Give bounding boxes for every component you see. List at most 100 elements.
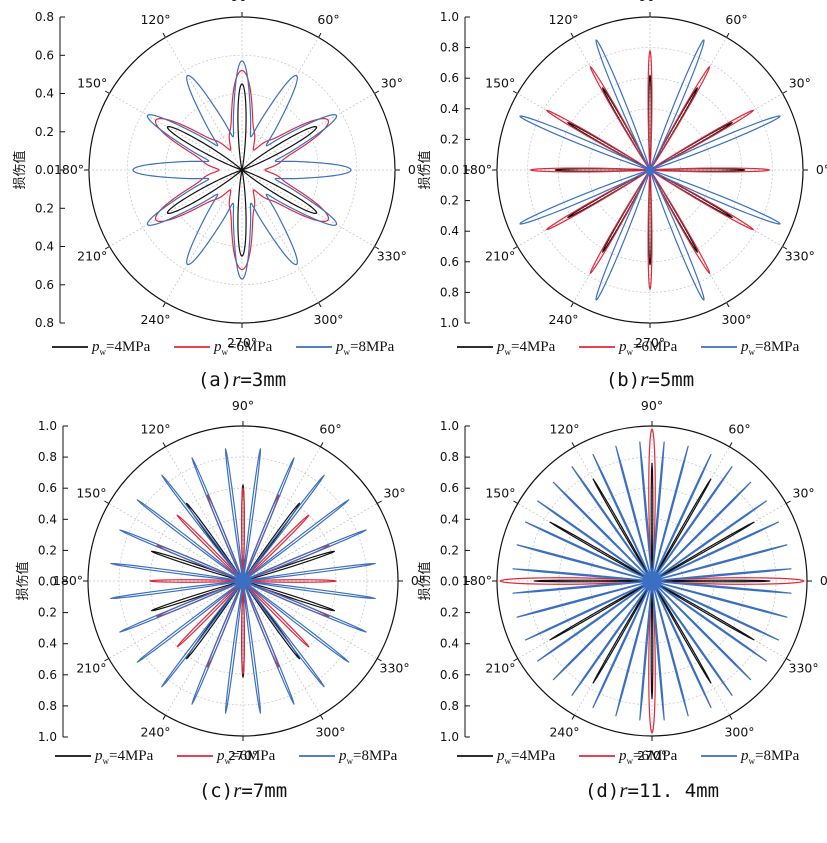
angle-tick-mark xyxy=(785,500,791,504)
grid-spoke xyxy=(109,169,243,247)
angle-tick-label: 180° xyxy=(462,162,492,177)
angle-tick-label: 180° xyxy=(54,162,84,177)
radial-axis-title: 损伤值 xyxy=(12,150,28,189)
angle-tick-mark xyxy=(320,442,324,448)
radial-tick-label: 0.6 xyxy=(35,278,54,292)
grid-spoke xyxy=(108,503,244,582)
angle-tick-label: 210° xyxy=(485,249,515,264)
angle-tick-label: 270° xyxy=(637,748,667,763)
radial-tick-label: 0.0 xyxy=(440,575,459,589)
angle-tick-label: 60° xyxy=(319,421,341,436)
radial-tick-label: 0.4 xyxy=(440,224,459,238)
radial-tick-label: 0.4 xyxy=(440,637,459,651)
radial-tick-label: 1.0 xyxy=(440,419,459,433)
radial-tick-label: 0.8 xyxy=(35,316,54,330)
radial-tick-label: 0.6 xyxy=(38,668,57,682)
radial-tick-label: 1.0 xyxy=(440,10,459,24)
grid-circle xyxy=(619,138,682,201)
grid-spoke xyxy=(517,93,651,171)
angle-tick-mark xyxy=(726,302,730,308)
radial-tick-label: 0.6 xyxy=(38,481,57,495)
polar-panel-1: 0° 30° 60° 90° 120° 150° 180° 210° 240° 270° 300° 3… xyxy=(12,0,422,391)
angle-tick-label: 270° xyxy=(228,748,258,763)
radial-tick-label: 0.6 xyxy=(440,481,459,495)
angle-tick-label: 240° xyxy=(548,312,578,327)
polar-panel-2: 0° 30° 60° 90° 120° 150° 180° 210° 240° 270° 300° 3… xyxy=(417,0,827,391)
legend-label-1: pw=4MPa xyxy=(496,339,556,357)
angle-tick-mark xyxy=(320,714,324,720)
angle-tick-label: 150° xyxy=(485,76,515,91)
angle-tick-label: 120° xyxy=(140,421,170,436)
angle-tick-mark xyxy=(104,658,110,662)
angle-tick-label: 30° xyxy=(381,76,403,91)
angle-tick-label: 0° xyxy=(820,573,827,588)
grid-spoke xyxy=(242,580,378,659)
angle-tick-mark xyxy=(104,500,110,504)
radial-tick-label: 0.8 xyxy=(440,285,459,299)
radial-tick-label: 0.0 xyxy=(440,163,459,177)
angle-tick-mark xyxy=(376,658,382,662)
radial-tick-label: 0.2 xyxy=(35,201,54,215)
series-line-1 xyxy=(554,74,746,266)
angle-tick-label: 240° xyxy=(549,725,579,740)
radial-tick-label: 0.4 xyxy=(35,87,54,101)
angle-tick-label: 300° xyxy=(315,725,345,740)
angle-tick-label: 150° xyxy=(77,76,107,91)
legend: pw=4MPa pw=6MPa pw=8MPa xyxy=(457,339,800,357)
angle-tick-label: 150° xyxy=(485,486,515,501)
angle-tick-mark xyxy=(726,32,730,38)
radial-tick-label: 0.4 xyxy=(440,512,459,526)
angle-tick-label: 270° xyxy=(227,335,257,350)
angle-tick-label: 120° xyxy=(549,421,579,436)
radial-axis-title: 损伤值 xyxy=(417,150,433,189)
legend-label-2: pw=6MPa xyxy=(216,748,276,766)
radial-tick-label: 0.2 xyxy=(35,125,54,139)
angle-tick-mark xyxy=(782,90,788,94)
angle-tick-mark xyxy=(162,302,166,308)
angle-tick-label: 60° xyxy=(317,12,339,27)
angle-tick-mark xyxy=(785,658,791,662)
angle-tick-label: 60° xyxy=(725,12,747,27)
legend-label-3: pw=8MPa xyxy=(740,748,800,766)
grid-spoke xyxy=(241,37,319,171)
angle-tick-label: 120° xyxy=(548,12,578,27)
grid-spoke xyxy=(165,37,243,171)
grid-spoke xyxy=(242,503,378,582)
panel-caption: (d)r=11. 4mm xyxy=(585,778,719,802)
grid-spoke xyxy=(573,169,651,303)
radial-axis-title: 损伤值 xyxy=(417,561,433,600)
radial-tick-label: 0.8 xyxy=(38,450,57,464)
grid-circle xyxy=(527,47,773,293)
angle-tick-label: 90° xyxy=(232,398,254,413)
angle-tick-label: 90° xyxy=(641,398,663,413)
polar-panel-3: 0° 30° 60° 90° 120° 150° 180° 210° 240° 270° 300° 3… xyxy=(15,398,425,802)
angle-tick-label: 180° xyxy=(53,573,83,588)
radial-tick-label: 1.0 xyxy=(440,730,459,744)
angle-tick-label: 30° xyxy=(793,486,815,501)
angle-tick-label: 210° xyxy=(77,249,107,264)
radial-tick-label: 0.8 xyxy=(38,699,57,713)
radial-tick-label: 0.8 xyxy=(35,10,54,24)
angle-tick-label: 210° xyxy=(76,661,106,676)
angle-tick-label: 330° xyxy=(380,661,410,676)
angle-tick-mark xyxy=(374,246,380,250)
grid-spoke xyxy=(649,169,727,303)
legend-label-1: pw=4MPa xyxy=(94,748,154,766)
radial-tick-label: 0.6 xyxy=(35,48,54,62)
angle-tick-label: 120° xyxy=(140,12,170,27)
series-line-3 xyxy=(110,448,376,714)
grid-spoke xyxy=(649,37,727,171)
angle-tick-mark xyxy=(729,442,733,448)
angle-tick-label: 210° xyxy=(485,661,515,676)
radial-tick-label: 0.2 xyxy=(440,606,459,620)
grid-spoke xyxy=(165,446,244,582)
panel-caption: (c)r=7mm xyxy=(199,778,287,802)
grid-spoke xyxy=(242,446,321,582)
angle-tick-mark xyxy=(162,32,166,38)
legend-label-3: pw=8MPa xyxy=(740,339,800,357)
legend-label-2: pw=6MPa xyxy=(213,339,273,357)
grid-spoke xyxy=(649,169,783,247)
angle-tick-label: 90° xyxy=(639,0,661,4)
legend: pw=4MPa pw=6MPa pw=8MPa xyxy=(52,339,395,357)
angle-tick-label: 330° xyxy=(377,249,407,264)
